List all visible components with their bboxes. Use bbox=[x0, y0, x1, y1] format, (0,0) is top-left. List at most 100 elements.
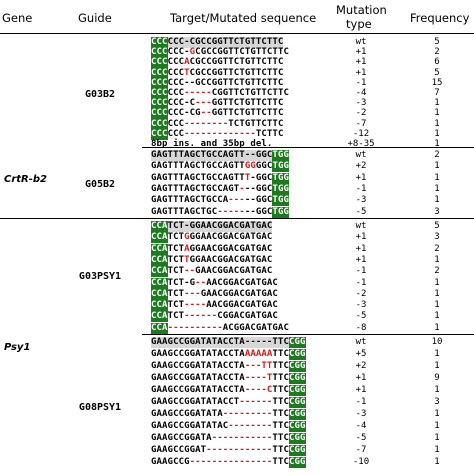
frequency-cell: 15 bbox=[431, 77, 443, 88]
sequence: CCATCT----AACGGACGATGAC bbox=[151, 299, 278, 312]
sequence: CCATCT------CGGACGATGAC bbox=[151, 310, 278, 323]
sequence-segment: GAACGGACGATGAC bbox=[195, 266, 273, 277]
mutation-type-cell: wt bbox=[355, 150, 367, 160]
mutation-segment: --- bbox=[228, 195, 245, 206]
mutation-segment: -- bbox=[184, 266, 196, 277]
sequence: GAAGCCG---------------TTCCGG bbox=[151, 456, 306, 468]
mutation-type-cell: +1 bbox=[355, 385, 367, 395]
mutation-type-cell: +2 bbox=[355, 361, 367, 371]
mutation-type-cell: +1 bbox=[355, 254, 367, 265]
sequence-segment: CCC bbox=[167, 88, 185, 98]
pam-site: CCA bbox=[151, 243, 168, 255]
sequence-segment: GAAGCCGGATATACCTA bbox=[151, 373, 245, 383]
sequence-segment: GAAGCCGGATATA bbox=[151, 409, 223, 419]
sequence-segment: GAAGCCGGATA bbox=[151, 433, 212, 443]
mutation-type-cell: -7 bbox=[355, 445, 367, 455]
frequency-cell: 1 bbox=[434, 118, 440, 129]
mutation-segment: A bbox=[184, 243, 190, 254]
mutation-segment: --- bbox=[184, 288, 201, 299]
mutation-type-cell: +1 bbox=[355, 47, 367, 58]
mutation-type-cell: -12 bbox=[352, 128, 370, 139]
sequence-segment: TTC bbox=[272, 457, 289, 467]
sequence-segment: 8bp ins. and 35bp del. bbox=[151, 139, 273, 149]
mutation-segment: -- bbox=[200, 108, 212, 119]
guide-label-g03b2: G03B2 bbox=[84, 89, 116, 100]
sequence-segment: TCTGTTCTTC bbox=[228, 118, 284, 129]
pam-site: CGG bbox=[288, 349, 306, 360]
mutation-type-cell: -1 bbox=[355, 183, 367, 194]
sequence-segment: CCC bbox=[167, 67, 185, 78]
mutation-segment: G bbox=[189, 47, 196, 58]
table-row: GAAGCCGGATATACCTA----CTTCCGG +1 1 bbox=[0, 384, 474, 396]
mutation-segment: T bbox=[184, 67, 190, 78]
pam-site: TGG bbox=[272, 195, 289, 207]
pam-site: TGG bbox=[272, 150, 289, 161]
sequence: 8bp ins. and 35bp del. bbox=[151, 138, 272, 150]
sequence-segment: --GGC bbox=[244, 183, 273, 194]
sequence-segment: TTC bbox=[272, 361, 289, 371]
mutation-type-cell: -3 bbox=[355, 195, 367, 206]
frequency-cell: 1 bbox=[434, 195, 440, 206]
frequency-cell: 1 bbox=[434, 311, 440, 322]
sequence-segment: --GGC bbox=[244, 206, 273, 217]
table-row: GAAGCCGGATATACCTAAAAAATTCCGG +5 1 bbox=[0, 348, 474, 360]
frequency-cell: 2 bbox=[434, 47, 440, 58]
mutation-type-cell: -5 bbox=[355, 206, 367, 217]
mutation-type-cell: +5 bbox=[355, 349, 367, 359]
mutation-type-cell: -1 bbox=[355, 397, 367, 407]
sequence: CCCCCC--GCCGGTTCTGTTCTTC bbox=[151, 77, 283, 89]
sequence-segment: TCT bbox=[167, 311, 185, 322]
mutation-type-cell: -3 bbox=[355, 98, 367, 109]
pam-site: TGG bbox=[272, 183, 289, 195]
sequence: GAGTTTAGCTGCCAGTT--GGCTGG bbox=[151, 149, 289, 161]
sequence-segment: CGCCGGTTCTGTTCTTC bbox=[189, 67, 284, 78]
sequence: CCATCT---GAACGGACGATGAC bbox=[151, 288, 278, 300]
pam-site: CCA bbox=[151, 277, 168, 289]
table-row: CCCCCC--------TCTGTTCTTC -7 1 bbox=[0, 118, 474, 130]
mutation-type-cell: +2 bbox=[355, 161, 367, 172]
sequence-segment: CCC bbox=[167, 128, 185, 139]
mutation-segment: ---- bbox=[184, 300, 207, 311]
table-row: CCATCTTGGAACGGACGATGAC +1 1 bbox=[0, 254, 474, 266]
pam-site: CGG bbox=[288, 361, 306, 372]
sequence-segment: CGCCGGTTCTGTTCTTC bbox=[195, 47, 289, 58]
sequence-segment: CCC-CGCCGGTTCTGTTCTTC bbox=[167, 37, 284, 48]
frequency-cell: 7 bbox=[434, 88, 440, 98]
frequency-cell: 5 bbox=[434, 221, 440, 231]
frequency-cell: 1 bbox=[434, 108, 440, 119]
mutation-segment: ------ bbox=[239, 397, 273, 407]
mutation-segment: ------------- bbox=[184, 128, 256, 139]
sequence: GAGTTTAGCTGCCAGTTGGGGCTGG bbox=[151, 160, 289, 173]
table-row: CCATCTAGGAACGGACGATGAC +1 2 bbox=[0, 243, 474, 255]
mutation-segment: T bbox=[244, 172, 251, 183]
sequence-segment: --GGC bbox=[244, 195, 273, 206]
table-row: CCATCT--GAACGGACGATGAC -1 2 bbox=[0, 265, 474, 278]
table-row: GAGTTTAGCTGCCAGTTGGGGCTGG +2 1 bbox=[0, 160, 474, 173]
mutation-segment: ---------- bbox=[167, 322, 223, 333]
mutation-segment: ------ bbox=[184, 311, 218, 322]
header-mutation-type-line1: Mutation bbox=[336, 3, 387, 17]
mutation-type-cell: -1 bbox=[355, 77, 367, 88]
table-row: CCATCT----AACGGACGATGAC -3 1 bbox=[0, 299, 474, 312]
frequency-cell: 1 bbox=[434, 361, 440, 371]
frequency-cell: 1 bbox=[434, 349, 440, 359]
table-row: CCATCT-GGAACGGACGATGAC wt 5 bbox=[0, 220, 474, 232]
sequence: GAGTTTAGCTGCCA-----GGCTGG bbox=[151, 194, 289, 207]
pam-site: CCC bbox=[151, 108, 168, 120]
mutation-segment: -- bbox=[195, 277, 207, 288]
sequence-segment: TTC bbox=[272, 373, 289, 383]
header-gene: Gene bbox=[2, 11, 33, 25]
sequence-segment: CCC- bbox=[167, 47, 190, 58]
frequency-cell: 1 bbox=[434, 300, 440, 311]
sequence: CCATCTAGGAACGGACGATGAC bbox=[151, 243, 272, 255]
mutation-type-cell: -4 bbox=[355, 88, 367, 98]
table-row: CCA----------ACGGACGATGAC -8 1 bbox=[0, 322, 474, 334]
frequency-cell: 3 bbox=[434, 232, 440, 243]
pam-site: CCA bbox=[151, 266, 168, 278]
mutation-segment: ----- bbox=[217, 206, 245, 217]
mutation-segment: G bbox=[184, 232, 190, 243]
table-row: CCCCCCACGCCGGTTCTGTTCTTC +1 6 bbox=[0, 56, 474, 69]
sequence-segment: GAAGCCGGATATACCTA bbox=[151, 361, 245, 371]
frequency-cell: 1 bbox=[434, 322, 440, 333]
sequence-segment: GAGTTTAGCTGCCAGTT--GGC bbox=[151, 150, 273, 161]
